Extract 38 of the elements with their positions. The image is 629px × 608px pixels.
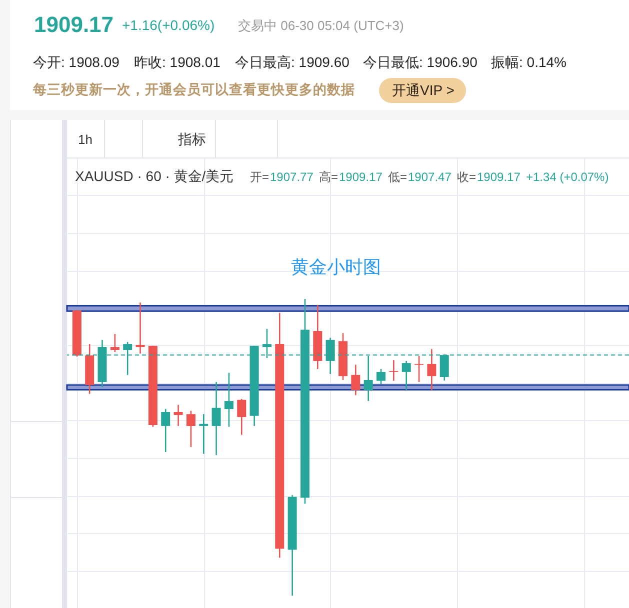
text: +1.34 (+0.07%) — [526, 170, 609, 184]
text: 低= — [388, 170, 408, 184]
text: 今日最高: 1909.60 — [235, 54, 350, 70]
text: 指标 — [177, 131, 206, 147]
text: 每三秒更新一次，开通会员可以查看更快更多的数据 — [32, 81, 355, 97]
candlestick — [237, 398, 246, 436]
candlestick — [161, 408, 170, 453]
candlestick — [414, 355, 424, 383]
text: 今日最低: 1906.90 — [363, 54, 478, 70]
candlestick — [136, 302, 145, 354]
text: 1h — [78, 132, 92, 147]
text: 1909.17 — [34, 12, 114, 37]
candlestick — [376, 368, 386, 385]
text: 开= — [250, 170, 270, 184]
text: 收= — [457, 170, 476, 184]
text: 高= — [319, 170, 338, 184]
candlestick — [351, 364, 360, 396]
candlestick — [212, 381, 221, 456]
candlestick — [174, 404, 183, 427]
text: 振幅: 0.14% — [491, 54, 566, 70]
candlestick — [402, 360, 411, 391]
text: 1907.47 — [408, 170, 452, 184]
text: 昨收: 1908.01 — [134, 54, 221, 70]
candlestick — [110, 333, 120, 353]
text: 1907.77 — [270, 170, 314, 184]
text: 交易中 06-30 05:04 (UTC+3) — [238, 18, 404, 33]
text: 1909.17 — [477, 170, 521, 184]
chart-title: 黄金小时图 — [291, 257, 381, 277]
text: 1909.17 — [339, 170, 383, 184]
text: 今开: 1908.09 — [33, 54, 120, 70]
candlestick — [389, 359, 398, 382]
candlestick — [186, 410, 196, 448]
candlestick — [427, 348, 436, 391]
text: XAUUSD · 60 · 黄金/美元 — [75, 168, 234, 184]
text: +1.16(+0.06%) — [122, 17, 215, 33]
text: 开通VIP > — [392, 82, 454, 98]
candlestick — [224, 372, 234, 428]
candlestick — [199, 413, 208, 454]
